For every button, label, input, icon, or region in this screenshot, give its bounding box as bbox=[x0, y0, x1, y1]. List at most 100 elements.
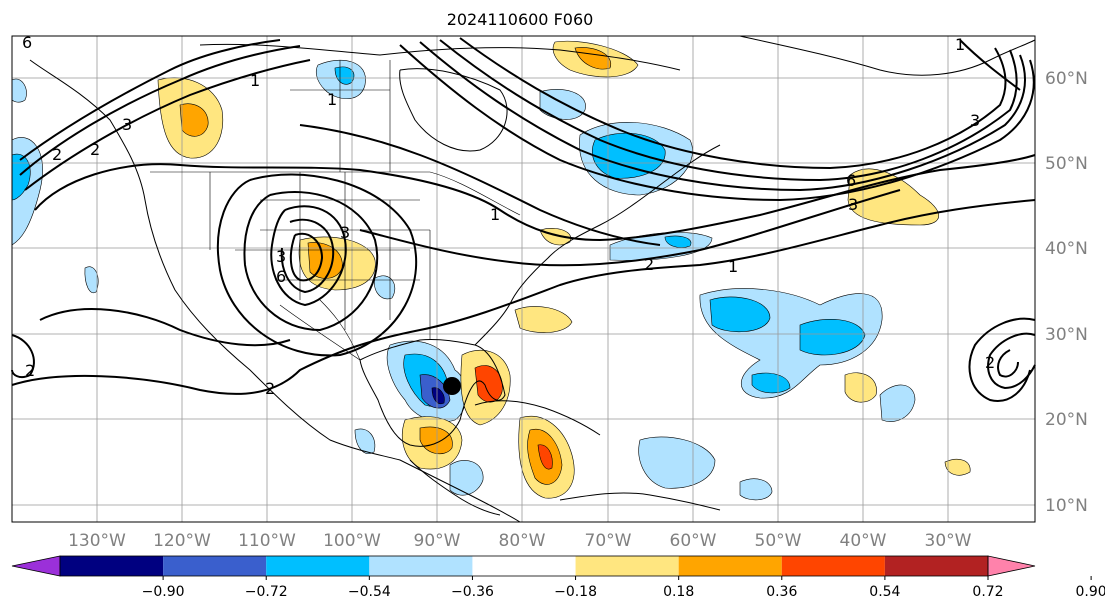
contour-label: 3 bbox=[848, 195, 858, 214]
map-frame bbox=[11, 35, 1036, 523]
lon-label: 110°W bbox=[238, 531, 296, 551]
contour-label: 3 bbox=[340, 223, 350, 242]
contour-jet-2 bbox=[19, 45, 301, 176]
contour-label: 1 bbox=[490, 205, 500, 224]
neg-area-east-atl bbox=[879, 384, 916, 422]
pos-area-atlantic-mid bbox=[844, 372, 877, 403]
colorbar-segment bbox=[266, 556, 370, 576]
contour-labels: 6 1 3 2 1 3 3 6 1 2 1 2 3 6 3 2 2 1 2 bbox=[22, 33, 995, 398]
storm-center-marker bbox=[443, 377, 461, 395]
contour-low-west-2 bbox=[280, 218, 335, 294]
colorbar-tick-label: 0.36 bbox=[766, 584, 797, 600]
lon-label: 50°W bbox=[755, 531, 802, 551]
contour-trough-3 bbox=[39, 308, 291, 347]
north-america-west-coast bbox=[29, 59, 521, 523]
contour-label: 2 bbox=[90, 140, 100, 159]
contour-label: 1 bbox=[327, 90, 337, 109]
pos-area-atlantic-south bbox=[944, 459, 971, 476]
colorbar-tick-label: −0.54 bbox=[348, 584, 391, 600]
contour-label: 6 bbox=[276, 267, 286, 286]
central-america bbox=[409, 459, 501, 516]
contour-atl-2 bbox=[419, 41, 1026, 192]
contour-label: 1 bbox=[955, 35, 965, 54]
colorbar-tick-label: −0.18 bbox=[554, 584, 597, 600]
lon-label: 100°W bbox=[323, 531, 381, 551]
colorbar-tick-label: −0.90 bbox=[142, 584, 185, 600]
contour-label: 3 bbox=[970, 111, 980, 130]
cuba bbox=[474, 400, 601, 436]
lat-label: 50°N bbox=[1045, 154, 1088, 174]
contour-atl-5 bbox=[359, 189, 901, 267]
south-america-north bbox=[559, 492, 721, 511]
colorbar-segment bbox=[163, 556, 267, 576]
contour-trough-2 bbox=[11, 199, 1036, 395]
lon-label: 130°W bbox=[68, 531, 126, 551]
colorbar-segment bbox=[884, 556, 988, 576]
arctic-coast bbox=[199, 43, 681, 71]
colorbar-extend-high bbox=[987, 555, 1036, 577]
contour-label: 2 bbox=[265, 379, 275, 398]
contour-west-low-1 bbox=[11, 334, 35, 379]
colorbar-segment bbox=[472, 556, 576, 576]
contour-atl-6 bbox=[299, 124, 661, 246]
map-title: 2024110600 F060 bbox=[446, 10, 594, 29]
neg-area-alaska bbox=[11, 78, 27, 103]
contour-jet-1 bbox=[19, 39, 281, 161]
contour-low-west-5 bbox=[216, 173, 418, 357]
longitude-labels: 130°W 120°W 110°W 100°W 90°W 80°W 70°W 6… bbox=[68, 531, 972, 551]
lon-label: 120°W bbox=[153, 531, 211, 551]
contour-trough-1 bbox=[34, 154, 1036, 242]
neg-area-atlantic-east-core bbox=[664, 235, 692, 248]
greenland bbox=[739, 35, 1036, 76]
pos-area-florida-core bbox=[474, 365, 503, 403]
colorbar-tick-label: −0.72 bbox=[245, 584, 288, 600]
contour-label: 2 bbox=[52, 145, 62, 164]
lon-label: 70°W bbox=[585, 531, 632, 551]
colorbar-segment bbox=[369, 556, 473, 576]
colorbar-tick-label: −0.36 bbox=[451, 584, 494, 600]
colorbar-tick-label: 0.90 bbox=[1076, 584, 1105, 600]
neg-area-mexico bbox=[354, 428, 376, 454]
lat-label: 40°N bbox=[1045, 239, 1088, 259]
colorbar-outline bbox=[59, 555, 989, 577]
contour-ridge-east bbox=[968, 317, 1036, 402]
gulf-coast bbox=[359, 339, 506, 447]
colorbar-extend-low bbox=[11, 555, 61, 577]
shaded-anomalies bbox=[11, 59, 916, 501]
colorbar: −0.90 −0.72 −0.54 −0.36 −0.18 0.18 0.36 0.54 0.7… bbox=[11, 555, 1105, 600]
neg-area-atlantic-central-core2 bbox=[799, 319, 866, 356]
height-contours bbox=[11, 37, 1036, 402]
contour-northeast bbox=[959, 39, 1021, 91]
contour-ridge-east-2 bbox=[987, 332, 1036, 390]
graticule bbox=[12, 36, 1035, 522]
colorbar-tick-label: 0.54 bbox=[869, 584, 900, 600]
colorbar-segment bbox=[678, 556, 782, 576]
colorbar-segment bbox=[781, 556, 885, 576]
neg-area-atlantic-central-core3 bbox=[751, 372, 791, 394]
neg-area-atlantic-central-core1 bbox=[709, 296, 771, 333]
colorbar-tick-label: 0.18 bbox=[663, 584, 694, 600]
contour-low-west-1 bbox=[270, 205, 347, 307]
lon-label: 30°W bbox=[925, 531, 972, 551]
contour-atl-4 bbox=[459, 37, 1007, 170]
lat-label: 30°N bbox=[1045, 325, 1088, 345]
colorbar-tick-label: 0.72 bbox=[972, 584, 1003, 600]
neg-area-caribbean-east bbox=[638, 436, 716, 489]
contour-label: 2 bbox=[644, 255, 654, 274]
contour-label: 6 bbox=[22, 33, 32, 52]
pos-area-caribbean-core2 bbox=[537, 444, 553, 470]
lat-label: 10°N bbox=[1045, 496, 1088, 516]
coastlines bbox=[29, 35, 1036, 523]
neg-area-gulf-core3 bbox=[431, 387, 445, 405]
lon-label: 60°W bbox=[670, 531, 717, 551]
contour-atl-3 bbox=[439, 39, 1018, 182]
contour-label: 2 bbox=[25, 361, 35, 380]
lon-label: 40°W bbox=[840, 531, 887, 551]
neg-area-caribbean-east2 bbox=[739, 478, 773, 501]
contour-low-west-3 bbox=[289, 232, 324, 282]
contour-label: 1 bbox=[250, 71, 260, 90]
pos-area-canada-west-core bbox=[179, 103, 209, 137]
lat-label: 20°N bbox=[1045, 410, 1088, 430]
neg-area-west-us bbox=[84, 266, 99, 294]
